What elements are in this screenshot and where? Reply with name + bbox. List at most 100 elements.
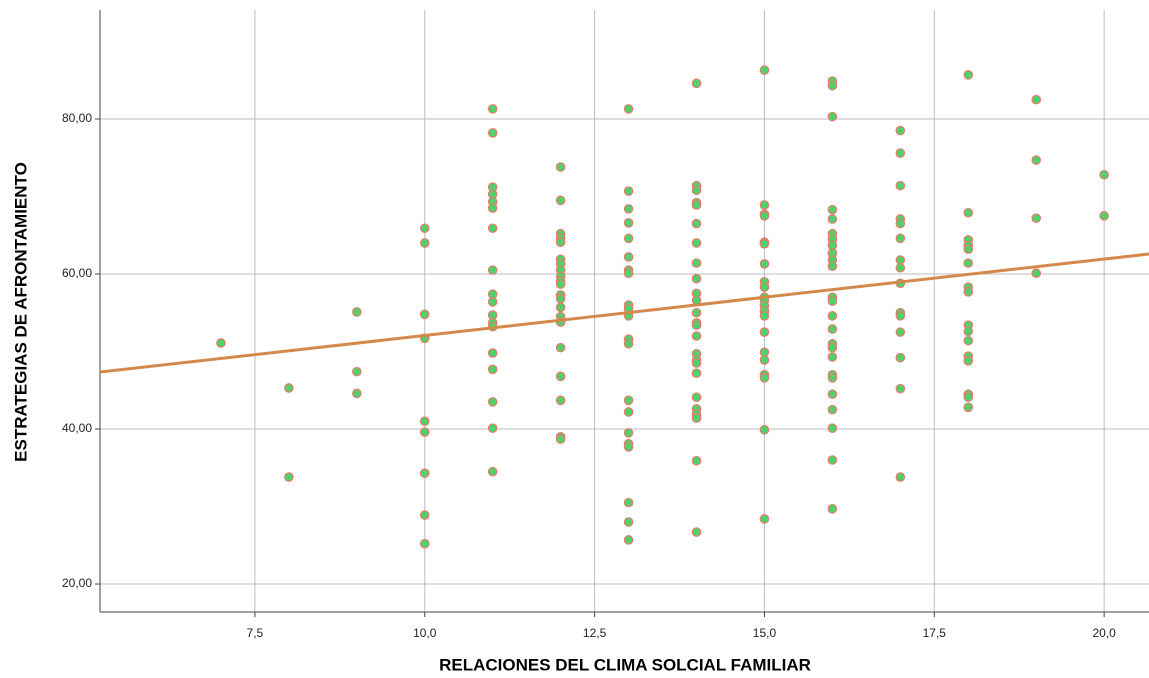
point [827,240,838,251]
point [352,366,362,377]
point [691,185,702,196]
point [555,371,566,382]
point [759,355,770,365]
point [419,309,430,320]
point [895,262,906,273]
point [759,424,770,435]
point [759,200,770,210]
point [691,368,702,378]
point [487,466,498,477]
point [691,200,702,210]
point [555,302,566,313]
point [827,373,838,383]
point [623,268,634,279]
point [623,104,634,114]
point [895,311,906,321]
fit-line [99,252,1149,374]
point [623,497,634,508]
point [419,538,430,549]
point [352,388,362,399]
point [895,472,906,482]
point [827,296,838,306]
point [284,383,294,393]
point [895,148,906,158]
point [623,442,634,452]
point [691,273,702,284]
point [419,468,430,478]
x-tick-label: 12,5 [583,626,607,640]
point [827,324,838,334]
y-axis-title: ESTRATEGIAS DE AFRONTAMIENTO [11,162,30,462]
y-tick-label: 20,00 [62,576,92,590]
point [487,310,498,320]
point [895,125,906,136]
point [623,407,634,417]
point [623,204,634,214]
point [487,189,498,199]
point [691,238,702,248]
point [623,218,634,228]
point [623,338,634,349]
point [1099,169,1109,180]
point [487,265,498,275]
point [487,203,498,213]
x-tick-label: 10,0 [413,626,437,640]
point [352,307,362,317]
point [963,258,974,268]
point [827,389,838,399]
point [963,402,974,413]
point [895,180,906,191]
point [555,237,566,248]
point [555,434,566,444]
point [1031,268,1042,279]
point [827,352,838,362]
point [487,104,498,114]
point [691,78,702,89]
point [759,373,770,383]
y-tick-label: 60,00 [62,266,92,280]
x-tick-label: 15,0 [753,626,777,640]
x-tick-label: 20,0 [1092,626,1116,640]
point [623,186,634,196]
point [419,238,430,248]
point [963,244,974,254]
y-tick-label: 80,00 [62,111,92,125]
point [623,233,634,244]
point [691,331,702,341]
point [1099,211,1109,221]
point [419,510,430,520]
point [487,397,498,407]
point [487,348,498,358]
point [759,347,770,358]
point [487,364,498,375]
point [963,392,974,403]
point [623,428,634,438]
point [623,395,634,406]
point [895,233,906,244]
point [827,342,838,353]
point [963,326,974,337]
point [487,423,498,434]
point [284,472,294,482]
point [827,455,838,465]
x-axis-title: RELACIONES DEL CLIMA SOLCIAL FAMILIAR [439,655,811,674]
point [487,223,498,234]
point [759,238,770,249]
point [691,455,702,466]
point [827,423,838,434]
point [963,335,974,346]
point [419,223,430,234]
point [827,261,838,272]
point [759,327,770,337]
point [827,311,838,321]
point [487,128,498,138]
point [623,517,634,527]
point [623,535,634,545]
point [555,195,566,206]
point [895,383,906,394]
point [759,311,770,321]
point [759,282,770,292]
point [419,427,430,437]
point [963,69,974,80]
